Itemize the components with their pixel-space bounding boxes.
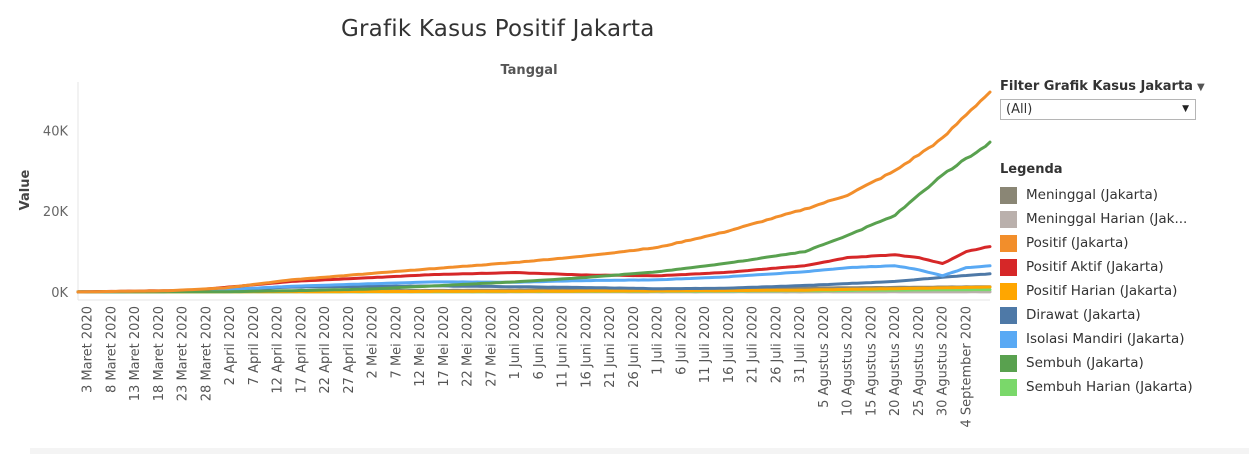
x-tick-label: 7 Mei 2020 [389,306,404,378]
legend-title: Legenda [1000,162,1063,177]
x-tick-label: 25 Agustus 2020 [912,306,927,416]
chart-title: Grafik Kasus Positif Jakarta [341,16,655,42]
filter-dropdown[interactable]: (All) ▼ [1000,99,1196,120]
x-tick-label: 26 Juni 2020 [627,306,642,388]
x-tick-label: 1 Juni 2020 [508,306,523,380]
legend-item[interactable]: Positif (Jakarta) [1000,231,1240,255]
x-tick-label: 20 Agustus 2020 [888,306,903,416]
legend-swatch [1000,354,1017,372]
x-tick-label: 8 Maret 2020 [104,306,119,393]
series-line[interactable] [76,140,992,294]
x-tick-label: 16 Juli 2020 [722,306,737,383]
x-tick-label: 2 April 2020 [223,306,238,385]
filter-dropdown-value: (All) [1006,102,1033,117]
y-tick-label: 20K [43,205,69,220]
x-tick-label: 2 Mei 2020 [366,306,381,378]
x-tick-label: 17 April 2020 [294,306,309,394]
legend-swatch [1000,258,1017,276]
x-tick-label: 16 Juni 2020 [579,306,594,388]
legend-item[interactable]: Meninggal (Jakarta) [1000,183,1240,207]
x-tick-label: 10 Agustus 2020 [841,306,856,416]
legend-item[interactable]: Meninggal Harian (Jak... [1000,207,1240,231]
legend-item[interactable]: Sembuh Harian (Jakarta) [1000,375,1240,399]
filter-title-label: Filter Grafik Kasus Jakarta [1000,79,1193,94]
x-tick-label: 11 Juni 2020 [556,306,571,388]
series-line[interactable] [76,90,992,294]
y-tick-label: 0K [51,286,68,301]
legend-swatch [1000,282,1017,300]
legend-swatch [1000,234,1017,252]
legend-list: Meninggal (Jakarta) Meninggal Harian (Jak… [1000,183,1240,399]
legend-swatch [1000,378,1017,396]
legend-label: Positif (Jakarta) [1026,235,1129,251]
filter-menu-chevron-icon[interactable]: ▼ [1196,82,1205,93]
x-tick-label: 18 Maret 2020 [152,306,167,401]
legend-label: Positif Harian (Jakarta) [1026,283,1178,299]
x-tick-label: 22 Mei 2020 [461,306,476,387]
side-panel: Filter Grafik Kasus Jakarta ▼ (All) ▼ Leg… [1000,78,1240,399]
legend-swatch [1000,306,1017,324]
legend-item[interactable]: Positif Aktif (Jakarta) [1000,255,1240,279]
x-tick-label: 31 Juli 2020 [793,306,808,383]
x-tick-label: 12 April 2020 [271,306,286,394]
legend-label: Sembuh Harian (Jakarta) [1026,379,1193,395]
x-tick-label: 12 Mei 2020 [413,306,428,387]
filter-title: Filter Grafik Kasus Jakarta ▼ [1000,78,1240,96]
x-tick-label: 15 Agustus 2020 [864,306,879,416]
x-tick-label: 27 Mei 2020 [484,306,499,387]
x-tick-label: 28 Maret 2020 [199,306,214,401]
x-tick-label: 1 Juli 2020 [651,306,666,375]
dropdown-arrow-icon: ▼ [1182,104,1189,114]
top-axis-label: Tanggal [500,63,557,78]
y-axis-title: Value [18,169,33,210]
legend-label: Sembuh (Jakarta) [1026,355,1144,371]
x-tick-label: 5 Agustus 2020 [817,306,832,408]
x-tick-label: 13 Maret 2020 [128,306,143,401]
legend-item[interactable]: Isolasi Mandiri (Jakarta) [1000,327,1240,351]
x-tick-label: 11 Juli 2020 [698,306,713,383]
x-tick-label: 26 Juli 2020 [769,306,784,383]
legend-swatch [1000,330,1017,348]
legend-swatch [1000,186,1017,204]
legend-label: Isolasi Mandiri (Jakarta) [1026,331,1185,347]
legend-label: Positif Aktif (Jakarta) [1026,259,1164,275]
x-tick-label: 6 Juni 2020 [532,306,547,380]
legend-item[interactable]: Sembuh (Jakarta) [1000,351,1240,375]
x-tick-label: 22 April 2020 [318,306,333,394]
x-tick-label: 7 April 2020 [247,306,262,385]
x-tick-label: 23 Maret 2020 [176,306,191,401]
legend-item[interactable]: Positif Harian (Jakarta) [1000,279,1240,303]
legend-label: Meninggal (Jakarta) [1026,187,1159,203]
line-chart: Tanggal Value 0K 20K 40K 3 Maret 2020 8 Maret … [18,63,992,427]
x-tick-label: 30 Agustus 2020 [936,306,951,416]
x-tick-label: 21 Juni 2020 [603,306,618,388]
bottom-scroll-area [30,448,1249,454]
legend-label: Meninggal Harian (Jak... [1026,211,1188,227]
x-tick-label: 21 Juli 2020 [746,306,761,383]
legend-label: Dirawat (Jakarta) [1026,307,1141,323]
legend-swatch [1000,210,1017,228]
x-tick-label: 3 Maret 2020 [81,306,96,393]
x-tick-label: 4 September 2020 [959,306,974,427]
legend-item[interactable]: Dirawat (Jakarta) [1000,303,1240,327]
series-line[interactable] [76,245,992,294]
x-tick-label: 27 April 2020 [342,306,357,394]
x-tick-label: 6 Juli 2020 [674,306,689,375]
y-tick-label: 40K [43,124,69,139]
x-tick-label: 17 Mei 2020 [437,306,452,387]
